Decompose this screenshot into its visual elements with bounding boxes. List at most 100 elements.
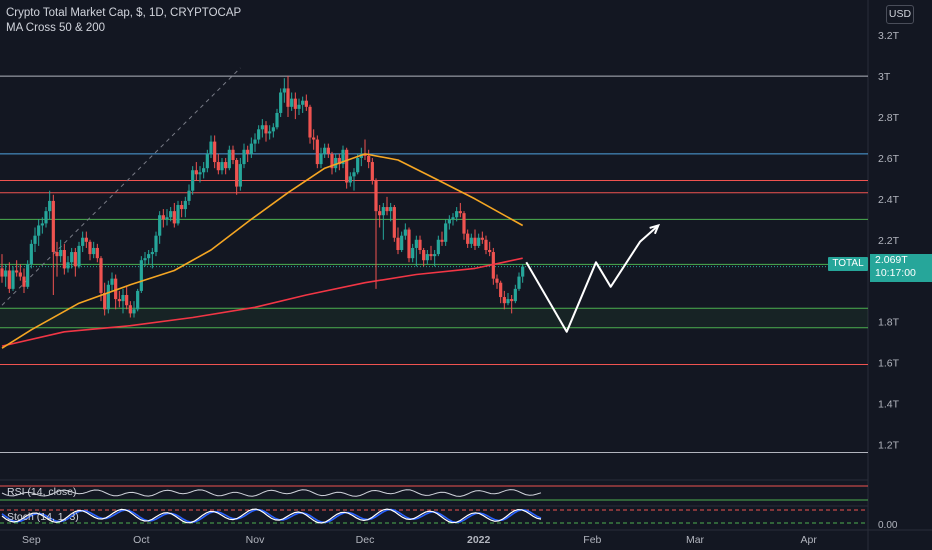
candle [502, 290, 506, 310]
candle-body [117, 299, 121, 302]
candle-body [491, 252, 495, 279]
x-tick-label: 2022 [467, 534, 491, 546]
candle-body [458, 211, 462, 214]
candle [389, 202, 393, 222]
candle-body [275, 112, 279, 128]
candle-body [205, 153, 209, 169]
candle [103, 282, 107, 316]
candle [425, 250, 429, 265]
candle-body [499, 282, 503, 298]
last-price-value: 2.069T [875, 254, 908, 266]
candle [308, 104, 312, 144]
candle-body [370, 162, 374, 181]
candle-body [348, 176, 352, 183]
candle-body [202, 168, 206, 173]
candle-body [227, 149, 231, 169]
candle-body [29, 243, 33, 265]
candle-body [510, 299, 514, 302]
candle-body [345, 149, 349, 183]
y-tick-label: 3.2T [878, 30, 900, 42]
candle-body [114, 278, 118, 300]
candle-body [323, 147, 327, 154]
x-tick-label: Nov [246, 534, 265, 546]
rsi-label[interactable]: RSI (14, close) [7, 486, 77, 498]
candle-body [95, 247, 99, 259]
candle-body [411, 247, 415, 259]
candle [282, 78, 286, 103]
stoch-k-line [1, 508, 542, 524]
candle-body [180, 205, 184, 210]
candle-body [506, 299, 510, 304]
candle [477, 233, 481, 248]
candle-body [22, 276, 26, 287]
stoch-axis-label: 0.00 [878, 520, 898, 531]
candle [92, 241, 96, 259]
candle-body [242, 149, 246, 165]
candle [220, 157, 224, 175]
y-tick-label: 2.2T [878, 235, 900, 247]
candle-body [26, 264, 30, 287]
candle-body [414, 239, 418, 248]
candle [517, 272, 521, 291]
candle [73, 247, 77, 277]
candle-body [187, 190, 191, 201]
candle [55, 241, 59, 277]
candle [183, 196, 187, 218]
candle [312, 129, 316, 150]
candle-body [84, 237, 88, 242]
stoch-label[interactable]: Stoch (14, 1, 3) [7, 511, 79, 523]
candle-body [48, 200, 52, 212]
candle-body [279, 92, 283, 113]
candle [242, 143, 246, 169]
candle [198, 166, 202, 183]
candle-body [444, 223, 448, 242]
candle [176, 200, 180, 226]
candle [451, 213, 455, 226]
candle-body [7, 270, 11, 289]
bar-countdown: 10:17:00 [875, 267, 916, 279]
candle [319, 147, 323, 169]
candle-body [33, 235, 37, 244]
candle-body [422, 250, 426, 261]
candle-body [172, 211, 176, 224]
candle-body [161, 215, 165, 220]
candle-body [44, 211, 48, 224]
candle-body [37, 225, 41, 236]
candle [238, 157, 242, 191]
candle [77, 241, 81, 269]
candle-body [260, 125, 264, 130]
y-tick-label: 3T [878, 71, 891, 83]
y-tick-label: 2.4T [878, 194, 900, 206]
candle-body [521, 266, 525, 277]
candle [66, 256, 70, 273]
candle [33, 227, 37, 253]
candle [414, 235, 418, 267]
candle [114, 274, 118, 310]
ma200-line [1, 257, 523, 347]
candle [352, 168, 356, 191]
candle-body [253, 139, 257, 144]
candle-body [191, 170, 195, 191]
y-tick-label: 1.2T [878, 439, 900, 451]
candle-body [319, 153, 323, 165]
candle-body [385, 207, 389, 212]
candle [209, 135, 213, 158]
candle-body [400, 235, 404, 250]
candle [286, 76, 290, 118]
candle [158, 211, 162, 244]
projection-path [525, 224, 659, 333]
candle-body [11, 270, 15, 289]
candle [374, 178, 378, 289]
candle-body [374, 180, 378, 212]
candle [88, 239, 92, 261]
candle-body [315, 139, 319, 165]
candle [235, 157, 239, 195]
candle [117, 290, 121, 308]
candle [396, 227, 400, 255]
candle-body [92, 247, 96, 255]
candle [506, 292, 510, 306]
currency-button[interactable]: USD [886, 5, 914, 24]
candle [48, 190, 52, 220]
